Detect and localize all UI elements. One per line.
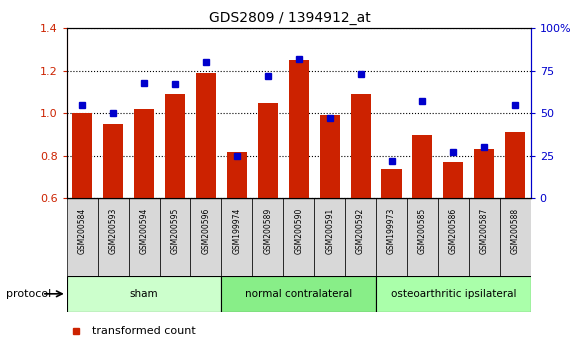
Bar: [283, 198, 314, 276]
Bar: [500, 198, 531, 276]
Text: GSM200587: GSM200587: [480, 207, 489, 254]
Bar: [350, 94, 371, 198]
Bar: [376, 198, 407, 276]
Text: GSM200592: GSM200592: [356, 207, 365, 254]
Bar: [474, 149, 494, 198]
Text: sham: sham: [130, 289, 158, 299]
Text: transformed count: transformed count: [92, 326, 196, 336]
Bar: [258, 103, 278, 198]
Bar: [97, 198, 129, 276]
Bar: [252, 198, 283, 276]
Text: GSM200590: GSM200590: [294, 207, 303, 254]
Text: GSM200594: GSM200594: [140, 207, 148, 254]
Bar: [227, 152, 247, 198]
Bar: [222, 276, 376, 312]
Text: GDS2809 / 1394912_at: GDS2809 / 1394912_at: [209, 11, 371, 25]
Bar: [438, 198, 469, 276]
Bar: [160, 198, 190, 276]
Bar: [376, 276, 531, 312]
Text: GSM200595: GSM200595: [171, 207, 179, 254]
Text: protocol: protocol: [6, 289, 51, 299]
Bar: [190, 198, 222, 276]
Bar: [407, 198, 438, 276]
Bar: [103, 124, 123, 198]
Text: GSM200596: GSM200596: [201, 207, 211, 254]
Bar: [196, 73, 216, 198]
Text: GSM200589: GSM200589: [263, 207, 272, 254]
Text: GSM200591: GSM200591: [325, 207, 334, 254]
Bar: [345, 198, 376, 276]
Text: GSM200585: GSM200585: [418, 207, 427, 254]
Bar: [443, 162, 463, 198]
Bar: [289, 60, 309, 198]
Text: GSM199974: GSM199974: [233, 207, 241, 254]
Text: GSM200593: GSM200593: [108, 207, 118, 254]
Bar: [67, 198, 97, 276]
Text: GSM200586: GSM200586: [449, 207, 458, 254]
Bar: [412, 135, 433, 198]
Text: normal contralateral: normal contralateral: [245, 289, 352, 299]
Text: osteoarthritic ipsilateral: osteoarthritic ipsilateral: [390, 289, 516, 299]
Bar: [314, 198, 345, 276]
Text: GSM200584: GSM200584: [78, 207, 86, 254]
Bar: [134, 109, 154, 198]
Bar: [67, 276, 222, 312]
Bar: [222, 198, 252, 276]
Bar: [469, 198, 500, 276]
Text: GSM199973: GSM199973: [387, 207, 396, 254]
Text: GSM200588: GSM200588: [511, 207, 520, 254]
Bar: [505, 132, 525, 198]
Bar: [129, 198, 160, 276]
Bar: [320, 115, 340, 198]
Bar: [382, 169, 401, 198]
Bar: [72, 113, 92, 198]
Bar: [165, 94, 185, 198]
